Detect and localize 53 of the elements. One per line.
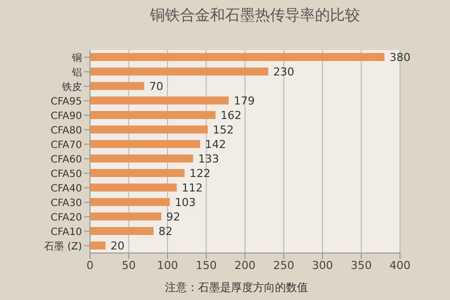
y-tick-label: CFA70 bbox=[50, 140, 82, 151]
y-tick-label: 铜 bbox=[71, 52, 82, 64]
x-axis-title: 注意：石墨是厚度方向的数值 bbox=[165, 280, 308, 295]
x-tick-label: 0 bbox=[86, 258, 94, 272]
chart-title: 铜铁合金和石墨热传导率的比较 bbox=[150, 6, 360, 25]
data-label: 179 bbox=[234, 94, 255, 108]
bar bbox=[90, 169, 185, 177]
data-label: 92 bbox=[166, 210, 180, 224]
y-tick-label: CFA20 bbox=[50, 212, 82, 224]
x-tick-label: 200 bbox=[234, 258, 256, 272]
y-tick-label: 铝 bbox=[71, 67, 82, 78]
x-tick-label: 50 bbox=[122, 258, 136, 272]
data-label: 162 bbox=[220, 108, 242, 122]
bar bbox=[90, 82, 144, 90]
y-tick-label: CFA80 bbox=[50, 125, 82, 136]
bar bbox=[90, 96, 229, 104]
x-tick-label: 400 bbox=[390, 258, 410, 272]
data-label: 70 bbox=[149, 80, 164, 93]
data-label: 152 bbox=[212, 123, 234, 136]
y-tick-label: CFA95 bbox=[50, 96, 82, 108]
bar bbox=[90, 184, 177, 192]
bar bbox=[90, 227, 154, 235]
data-label: 142 bbox=[205, 138, 226, 151]
bar bbox=[90, 111, 216, 119]
y-tick-label: CFA10 bbox=[50, 226, 82, 238]
y-tick-label: 铁皮 bbox=[61, 80, 82, 93]
x-tick-label: 300 bbox=[312, 258, 333, 272]
data-label: 133 bbox=[198, 152, 220, 166]
data-label: 82 bbox=[158, 224, 173, 238]
data-label: 230 bbox=[273, 65, 294, 78]
y-tick-label: 石墨 (Z) bbox=[44, 241, 82, 252]
y-tick-label: CFA30 bbox=[50, 198, 82, 209]
data-label: 112 bbox=[182, 181, 203, 194]
bar bbox=[90, 140, 200, 148]
y-tick-label: CFA40 bbox=[50, 183, 82, 194]
x-tick-label: 100 bbox=[157, 258, 178, 272]
bar bbox=[90, 53, 384, 61]
y-tick-label: CFA90 bbox=[50, 110, 82, 122]
data-label: 20 bbox=[110, 239, 124, 252]
x-tick-label: 250 bbox=[273, 258, 294, 272]
bar bbox=[90, 198, 170, 206]
x-tick-label: 150 bbox=[196, 258, 217, 272]
x-tick-label: 350 bbox=[350, 258, 372, 272]
bar bbox=[90, 68, 268, 76]
bar bbox=[90, 212, 162, 220]
y-tick-label: CFA50 bbox=[50, 168, 82, 180]
bar bbox=[90, 154, 194, 162]
y-tick-label: CFA60 bbox=[50, 154, 82, 166]
data-label: 122 bbox=[190, 166, 211, 180]
bar bbox=[90, 242, 106, 250]
data-label: 103 bbox=[174, 196, 196, 209]
bar bbox=[90, 126, 208, 134]
data-label: 380 bbox=[390, 50, 410, 64]
